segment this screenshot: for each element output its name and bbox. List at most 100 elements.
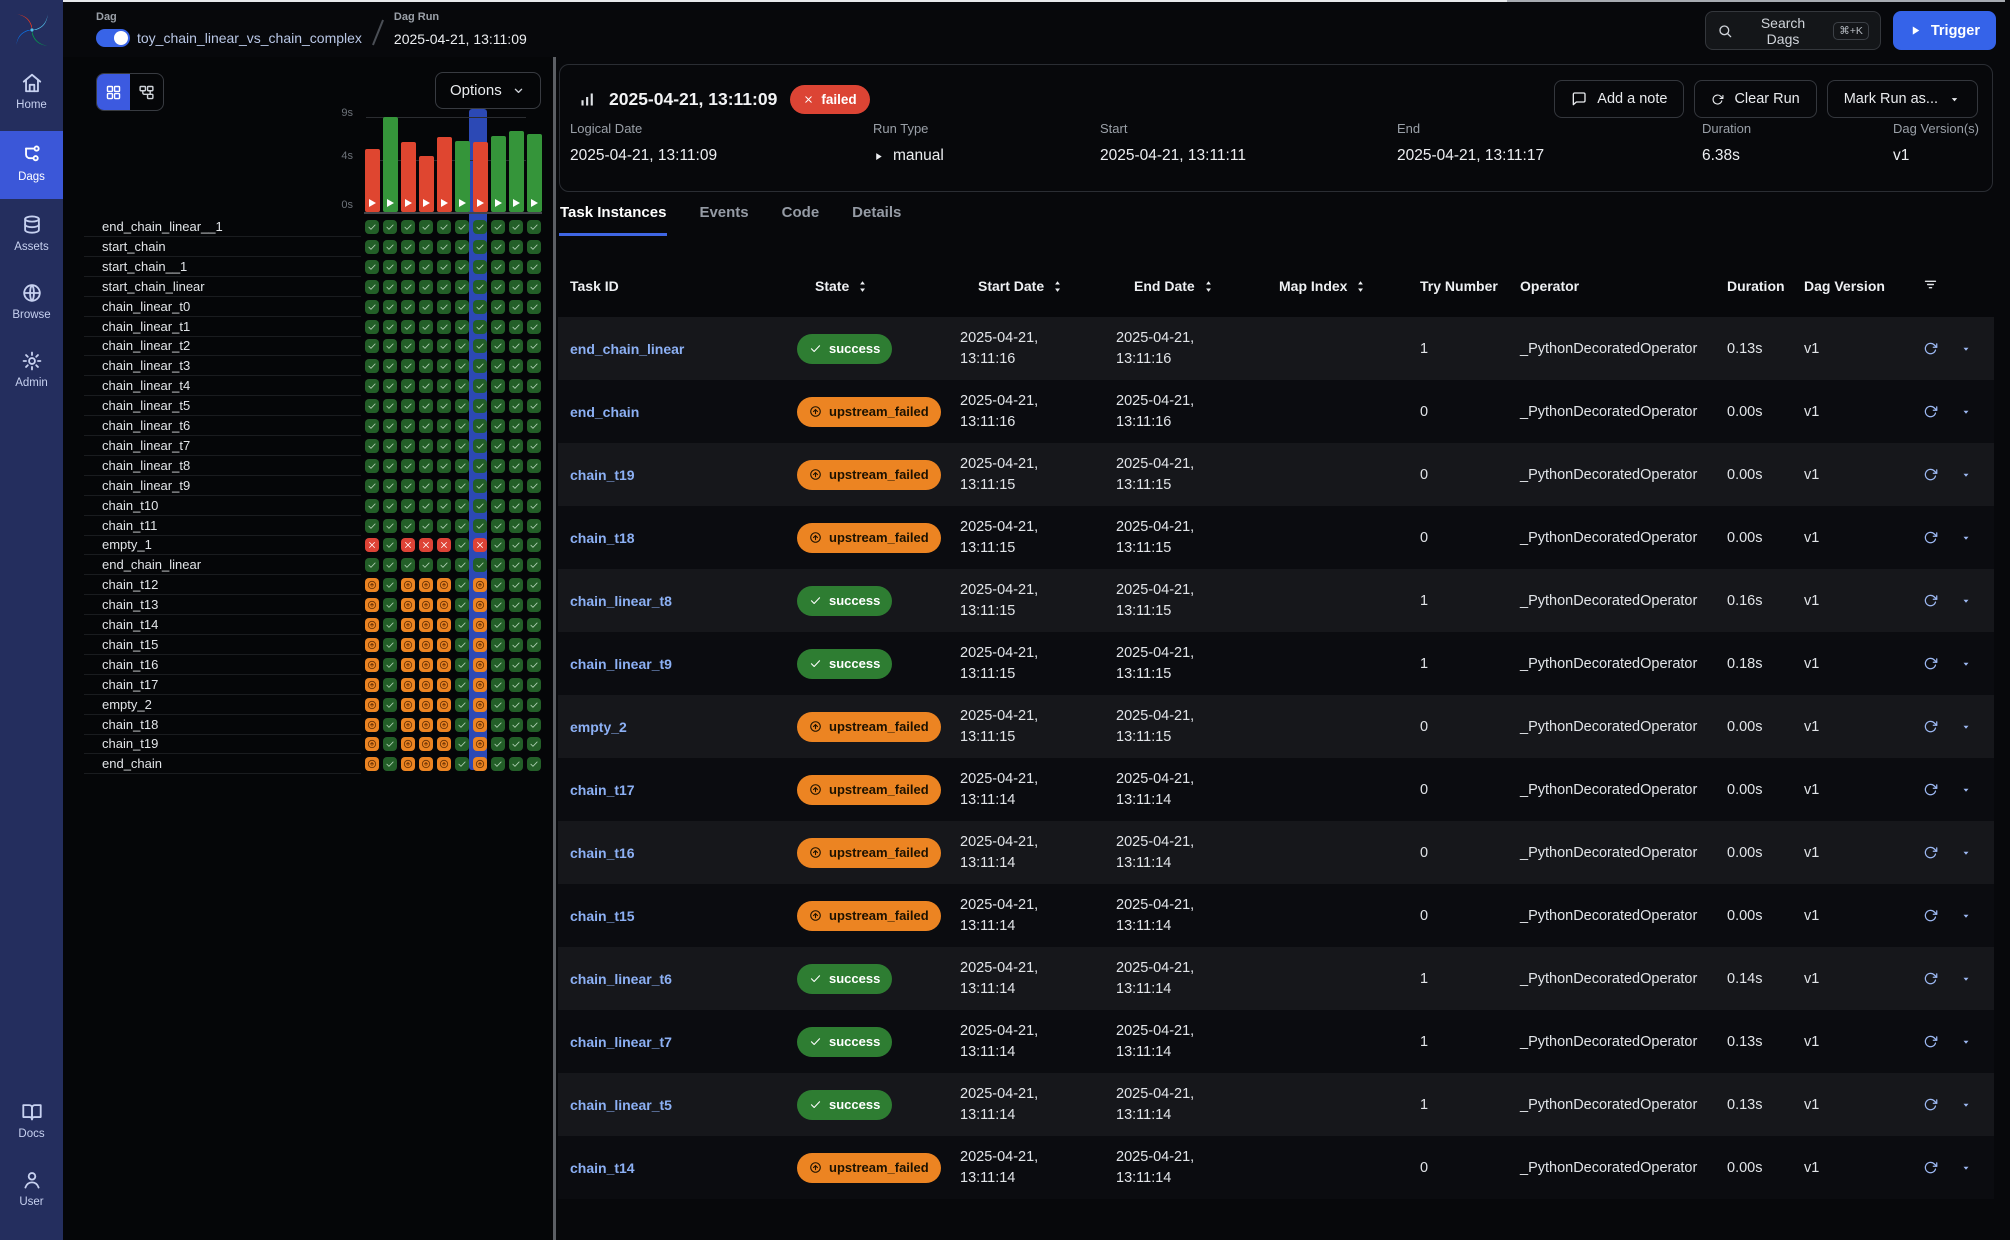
task-instance-cell-success[interactable] (527, 717, 541, 732)
task-instance-cell-success[interactable] (365, 438, 379, 453)
task-instance-cell-success[interactable] (455, 379, 469, 394)
task-instance-cell-success[interactable] (401, 259, 415, 274)
task-instance-cell-success[interactable] (509, 259, 523, 274)
task-label[interactable]: chain_t12 (102, 577, 159, 593)
task-instance-cell-upstream_failed[interactable] (419, 697, 433, 712)
task-instance-cell-success[interactable] (401, 419, 415, 433)
task-instance-cell-success[interactable] (383, 637, 397, 652)
tab-events[interactable]: Events (699, 204, 749, 221)
run-duration-bar[interactable] (527, 134, 542, 212)
clear-task-icon[interactable] (1923, 845, 1938, 860)
task-instance-cell-success[interactable] (491, 279, 505, 294)
task-instance-cell-success[interactable] (473, 259, 487, 274)
clear-task-icon[interactable] (1923, 656, 1938, 671)
task-instance-cell-upstream_failed[interactable] (401, 737, 415, 752)
caret-down-icon[interactable] (1960, 406, 1972, 418)
task-instance-cell-success[interactable] (383, 677, 397, 692)
task-instance-cell-upstream_failed[interactable] (401, 637, 415, 652)
caret-down-icon[interactable] (1960, 658, 1972, 670)
task-id-link[interactable]: chain_linear_t9 (570, 655, 672, 672)
task-instance-cell-success[interactable] (419, 220, 433, 234)
task-instance-cell-failed[interactable] (437, 538, 451, 553)
task-instance-cell-success[interactable] (509, 279, 523, 294)
task-instance-cell-success[interactable] (401, 399, 415, 414)
task-instance-cell-upstream_failed[interactable] (473, 697, 487, 712)
task-id-link[interactable]: chain_linear_t5 (570, 1096, 672, 1113)
caret-down-icon[interactable] (1960, 973, 1972, 985)
task-instance-cell-upstream_failed[interactable] (437, 637, 451, 652)
clear-task-icon[interactable] (1923, 782, 1938, 797)
task-instance-cell-success[interactable] (419, 339, 433, 354)
caret-down-icon[interactable] (1960, 721, 1972, 733)
task-instance-cell-success[interactable] (473, 478, 487, 493)
task-instance-cell-success[interactable] (509, 518, 523, 533)
task-instance-cell-success[interactable] (509, 339, 523, 354)
sidebar-item-admin[interactable]: Admin (0, 341, 63, 399)
task-instance-cell-success[interactable] (491, 458, 505, 473)
task-instance-cell-success[interactable] (455, 538, 469, 553)
task-instance-cell-success[interactable] (527, 438, 541, 453)
task-label[interactable]: start_chain_linear (102, 278, 205, 294)
task-instance-cell-upstream_failed[interactable] (419, 578, 433, 593)
task-label[interactable]: chain_t19 (102, 736, 159, 752)
task-instance-cell-success[interactable] (491, 299, 505, 314)
task-instance-cell-upstream_failed[interactable] (437, 677, 451, 692)
task-instance-cell-success[interactable] (491, 657, 505, 672)
sidebar-item-docs[interactable]: Docs (0, 1092, 63, 1150)
task-instance-cell-upstream_failed[interactable] (419, 657, 433, 672)
task-instance-cell-success[interactable] (527, 319, 541, 334)
task-instance-cell-success[interactable] (491, 518, 505, 533)
task-instance-cell-success[interactable] (401, 339, 415, 354)
task-instance-cell-success[interactable] (491, 677, 505, 692)
task-instance-cell-success[interactable] (491, 259, 505, 274)
task-label[interactable]: chain_linear_t3 (102, 358, 191, 374)
caret-down-icon[interactable] (1960, 1036, 1972, 1048)
task-instance-cell-success[interactable] (419, 518, 433, 533)
task-instance-cell-upstream_failed[interactable] (473, 717, 487, 732)
task-instance-cell-success[interactable] (437, 458, 451, 473)
task-instance-cell-success[interactable] (455, 498, 469, 513)
task-instance-cell-upstream_failed[interactable] (419, 677, 433, 692)
task-label[interactable]: chain_t18 (102, 716, 159, 732)
task-instance-cell-success[interactable] (401, 239, 415, 254)
task-instance-cell-success[interactable] (491, 498, 505, 513)
task-id-link[interactable]: chain_linear_t7 (570, 1033, 672, 1050)
task-instance-cell-upstream_failed[interactable] (365, 737, 379, 752)
task-instance-cell-upstream_failed[interactable] (365, 677, 379, 692)
mark-run-as-button[interactable]: Mark Run as... (1826, 80, 1978, 118)
task-label[interactable]: chain_t16 (102, 656, 159, 672)
task-instance-cell-success[interactable] (455, 279, 469, 294)
task-instance-cell-success[interactable] (455, 637, 469, 652)
task-instance-cell-upstream_failed[interactable] (437, 578, 451, 593)
task-label[interactable]: chain_t14 (102, 617, 159, 632)
task-instance-cell-success[interactable] (509, 618, 523, 632)
task-instance-cell-success[interactable] (419, 458, 433, 473)
task-instance-cell-success[interactable] (437, 478, 451, 493)
clear-task-icon[interactable] (1923, 593, 1938, 608)
task-label[interactable]: chain_t10 (102, 497, 159, 513)
task-instance-cell-success[interactable] (527, 618, 541, 632)
task-instance-cell-success[interactable] (365, 419, 379, 433)
clear-task-icon[interactable] (1923, 1034, 1938, 1049)
task-instance-cell-upstream_failed[interactable] (401, 598, 415, 613)
run-duration-bar[interactable] (455, 141, 470, 212)
task-instance-cell-upstream_failed[interactable] (401, 578, 415, 593)
task-instance-cell-upstream_failed[interactable] (365, 717, 379, 732)
task-instance-cell-success[interactable] (509, 239, 523, 254)
task-id-link[interactable]: chain_t18 (570, 529, 635, 546)
task-instance-cell-success[interactable] (473, 379, 487, 394)
task-instance-cell-success[interactable] (401, 319, 415, 334)
task-instance-cell-success[interactable] (455, 239, 469, 254)
task-instance-cell-success[interactable] (419, 359, 433, 374)
task-instance-cell-success[interactable] (455, 319, 469, 334)
task-instance-cell-success[interactable] (509, 538, 523, 553)
task-instance-cell-success[interactable] (383, 319, 397, 334)
clear-run-button[interactable]: Clear Run (1694, 80, 1817, 118)
task-instance-cell-success[interactable] (455, 220, 469, 234)
task-instance-cell-success[interactable] (455, 578, 469, 593)
task-instance-cell-success[interactable] (491, 419, 505, 433)
tab-task-instances[interactable]: Task Instances (559, 204, 668, 236)
caret-down-icon[interactable] (1960, 343, 1972, 355)
task-instance-cell-success[interactable] (455, 558, 469, 573)
task-instance-cell-success[interactable] (491, 598, 505, 613)
